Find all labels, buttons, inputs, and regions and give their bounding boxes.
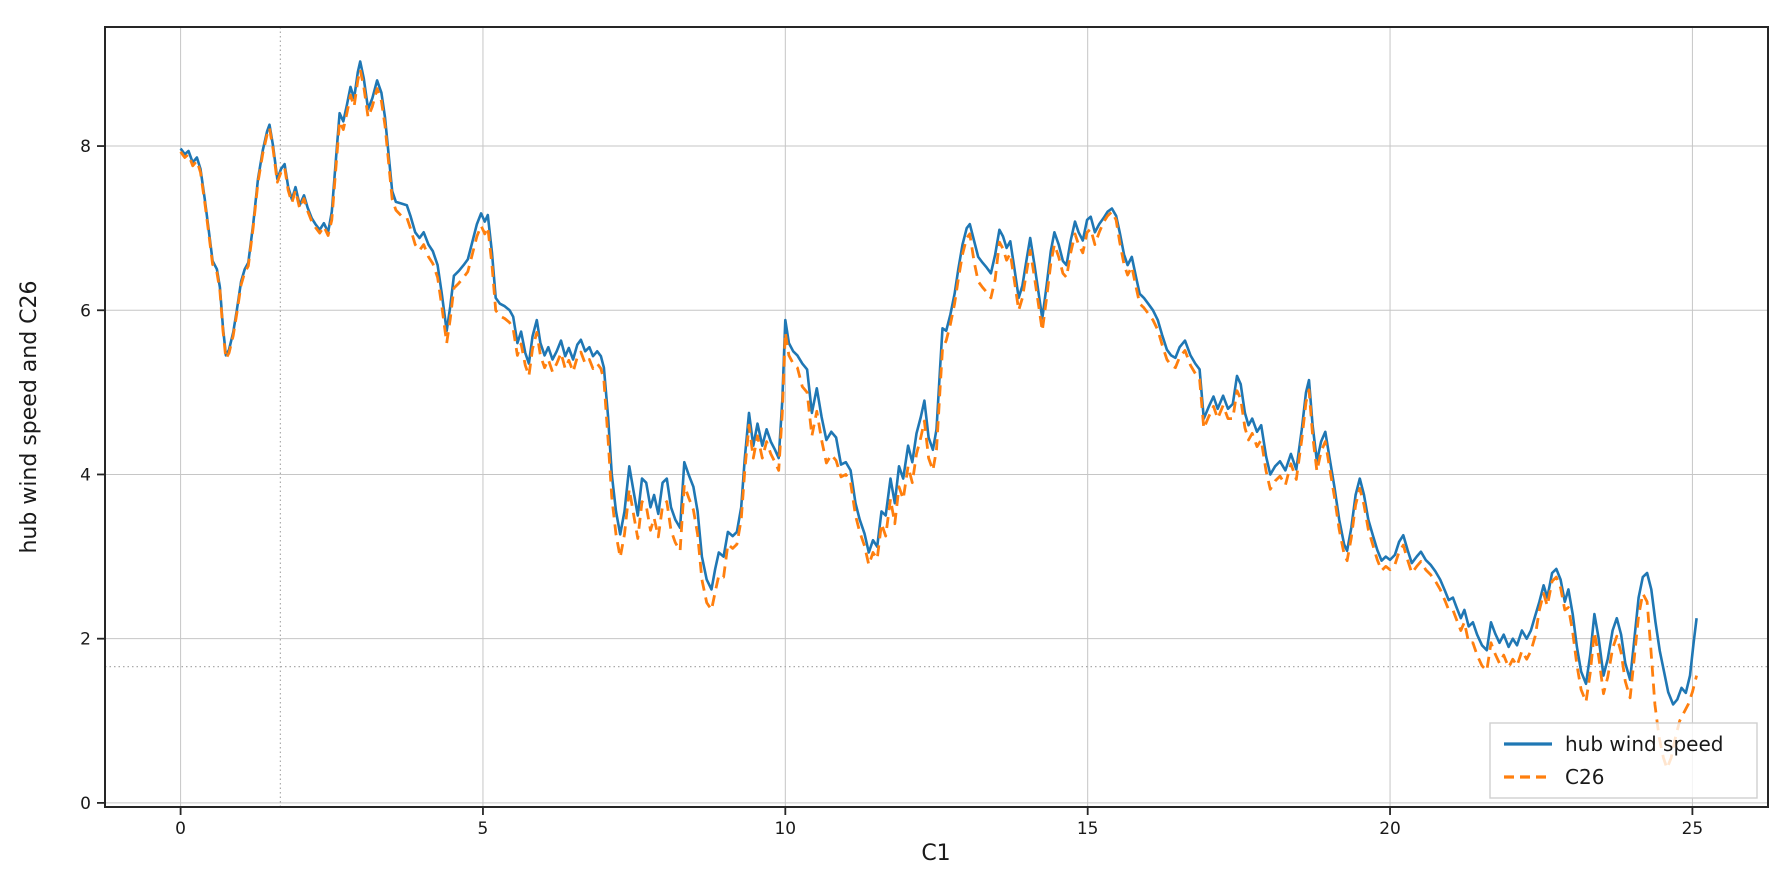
y-tick-label-6: 6 bbox=[80, 301, 91, 321]
series-line-c26 bbox=[179, 68, 1698, 770]
x-tick-label-20: 20 bbox=[1379, 819, 1401, 839]
x-tick-label-10: 10 bbox=[774, 819, 796, 839]
y-tick-label-0: 0 bbox=[80, 794, 91, 814]
y-tick-label-4: 4 bbox=[80, 465, 91, 485]
x-tick-label-25: 25 bbox=[1682, 819, 1704, 839]
x-tick-label-0: 0 bbox=[175, 819, 186, 839]
legend-label-c26: C26 bbox=[1565, 765, 1604, 789]
series-line-hub-wind-speed bbox=[179, 60, 1698, 706]
axes-frame bbox=[104, 26, 1769, 808]
axis-ticks: 0 5 10 15 20 25 0 2 4 6 8 bbox=[80, 137, 1703, 839]
x-tick-label-5: 5 bbox=[478, 819, 489, 839]
x-tick-label-15: 15 bbox=[1077, 819, 1099, 839]
gridlines bbox=[105, 27, 1768, 807]
legend-label-hub-wind-speed: hub wind speed bbox=[1565, 732, 1723, 756]
x-axis-label: C1 bbox=[921, 841, 950, 866]
plot-frame bbox=[104, 26, 1769, 808]
y-tick-label-2: 2 bbox=[80, 630, 91, 650]
y-tick-label-8: 8 bbox=[80, 137, 91, 157]
y-axis-label: hub wind speed and C26 bbox=[17, 280, 42, 553]
legend: hub wind speed C26 bbox=[1489, 722, 1758, 799]
data-series bbox=[179, 60, 1698, 770]
legend-box bbox=[1489, 722, 1758, 799]
